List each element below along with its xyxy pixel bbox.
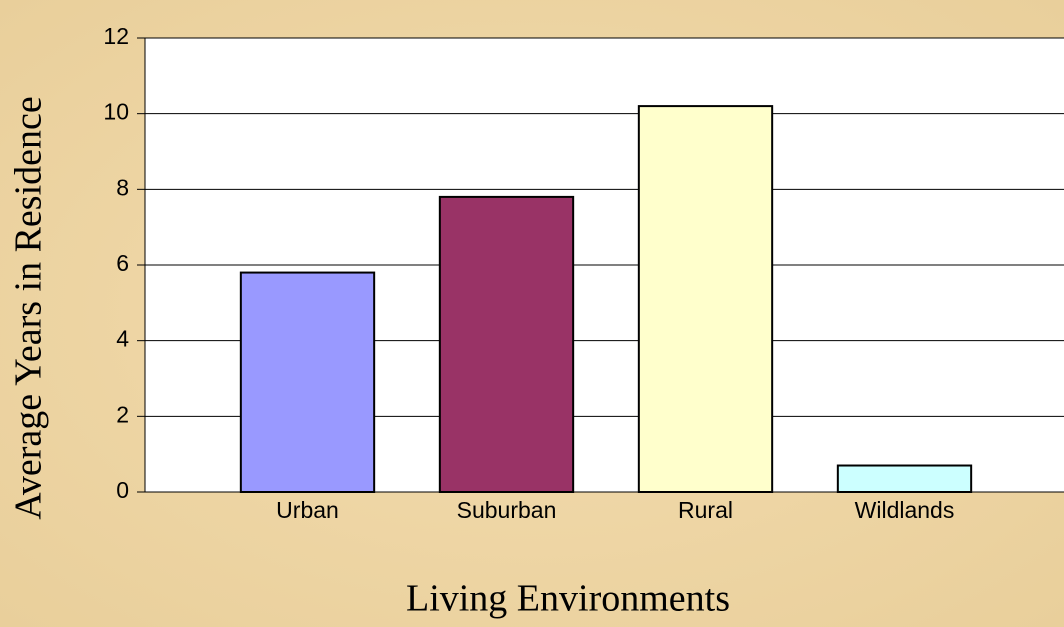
y-tick-label: 0 <box>116 477 129 503</box>
bar <box>239 271 376 494</box>
bar <box>836 464 973 493</box>
y-tick-label: 10 <box>103 99 129 125</box>
y-tick-label: 4 <box>116 326 129 352</box>
x-tick-label: Suburban <box>457 497 557 523</box>
y-tick-label: 6 <box>116 250 129 276</box>
y-tick-label: 2 <box>116 401 129 427</box>
bar <box>637 105 774 493</box>
y-axis-title: Average Years in Residence <box>8 96 50 520</box>
x-tick-label: Rural <box>678 497 733 523</box>
y-tick-label: 8 <box>116 174 129 200</box>
bar <box>438 195 575 493</box>
y-tick-label: 12 <box>103 23 129 49</box>
x-tick-label: Wildlands <box>855 497 955 523</box>
x-axis-title: Living Environments <box>406 578 730 620</box>
x-tick-label: Urban <box>276 497 339 523</box>
